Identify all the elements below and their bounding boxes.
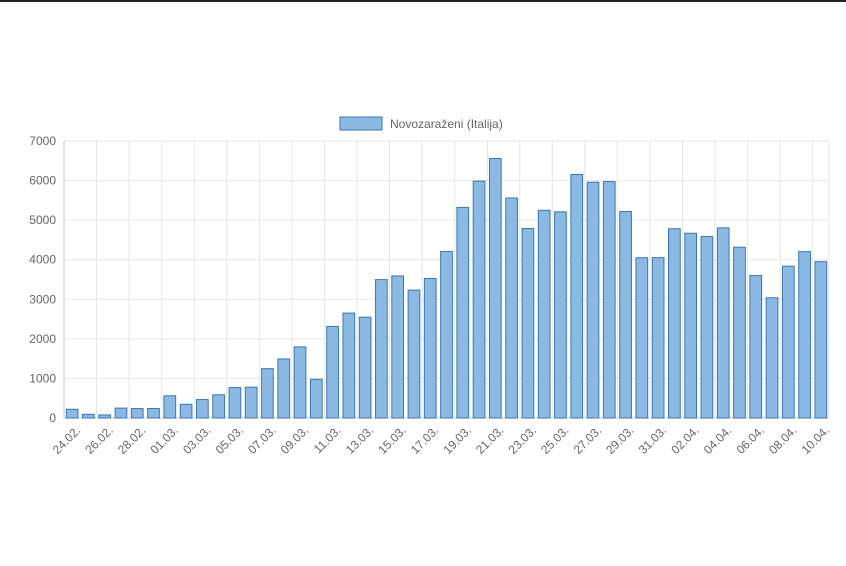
y-tick-label: 7000: [29, 134, 56, 148]
x-tick-label: 31.03.: [636, 423, 669, 456]
bar[interactable]: [98, 414, 112, 419]
bar[interactable]: [733, 246, 746, 419]
bar[interactable]: [407, 289, 421, 419]
bar[interactable]: [472, 180, 486, 419]
bar[interactable]: [375, 279, 388, 419]
bar[interactable]: [130, 408, 144, 419]
legend-swatch[interactable]: [339, 116, 383, 131]
bar[interactable]: [554, 211, 567, 419]
bar[interactable]: [391, 275, 405, 419]
x-tick-label: 11.03.: [311, 423, 344, 456]
y-tick-label: 1000: [29, 371, 56, 385]
bar[interactable]: [309, 378, 323, 419]
bar[interactable]: [212, 394, 225, 419]
y-tick-label: 2000: [29, 332, 56, 346]
y-tick-label: 0: [49, 411, 56, 425]
bar[interactable]: [293, 346, 307, 419]
x-tick-label: 26.02.: [82, 423, 115, 456]
x-tick-label: 08.04.: [766, 423, 799, 456]
bar[interactable]: [82, 413, 95, 419]
legend[interactable]: Novozaraženi (Italija): [339, 116, 503, 131]
x-tick-label: 27.03.: [571, 423, 604, 456]
bar[interactable]: [781, 265, 795, 419]
x-tick-label: 17.03.: [408, 423, 441, 456]
x-tick-label: 06.04.: [733, 423, 766, 456]
bar[interactable]: [586, 181, 600, 419]
x-tick-label: 09.03.: [278, 423, 311, 456]
bar[interactable]: [456, 206, 470, 419]
x-tick-label: 07.03.: [245, 423, 278, 456]
bar[interactable]: [326, 325, 339, 419]
bar[interactable]: [114, 407, 128, 419]
x-tick-label: 28.02.: [115, 423, 148, 456]
bar[interactable]: [179, 403, 193, 419]
x-tick-label: 04.04.: [701, 423, 734, 456]
bar[interactable]: [521, 227, 535, 419]
y-tick-label: 6000: [29, 174, 56, 188]
x-tick-label: 21.03.: [473, 423, 506, 456]
y-axis-ticks: 0 1000 2000 3000 4000 5000 6000 7000: [29, 134, 56, 425]
x-tick-label: 19.03.: [440, 423, 473, 456]
bars: [65, 158, 828, 419]
bar[interactable]: [147, 408, 160, 419]
x-tick-label: 05.03.: [213, 423, 246, 456]
y-tick-label: 5000: [29, 213, 56, 227]
bar[interactable]: [440, 251, 453, 419]
bar[interactable]: [668, 228, 681, 419]
bar[interactable]: [163, 395, 177, 419]
bar[interactable]: [651, 257, 665, 419]
legend-label[interactable]: Novozaraženi (Italija): [390, 117, 503, 131]
bar[interactable]: [602, 181, 616, 419]
bar[interactable]: [716, 227, 730, 419]
x-tick-label: 01.03.: [148, 423, 181, 456]
x-tick-label: 24.02.: [50, 423, 83, 456]
x-tick-label: 25.03.: [538, 423, 571, 456]
bar[interactable]: [423, 277, 437, 419]
bar[interactable]: [195, 399, 209, 419]
bar[interactable]: [684, 232, 698, 419]
bar[interactable]: [619, 211, 632, 419]
bar[interactable]: [814, 261, 828, 419]
bar[interactable]: [537, 209, 551, 419]
bar[interactable]: [65, 408, 79, 419]
bar[interactable]: [228, 387, 242, 419]
x-tick-label: 29.03.: [603, 423, 636, 456]
y-tick-label: 3000: [29, 292, 56, 306]
x-tick-label: 23.03.: [506, 423, 539, 456]
bar[interactable]: [505, 197, 518, 419]
bar[interactable]: [261, 368, 274, 419]
y-tick-label: 4000: [29, 253, 56, 267]
bar[interactable]: [244, 386, 258, 419]
bar[interactable]: [749, 275, 763, 419]
bar[interactable]: [700, 236, 714, 419]
x-tick-label: 02.04.: [668, 423, 701, 456]
top-border-line: [0, 0, 846, 2]
bar[interactable]: [635, 257, 649, 419]
x-tick-label: 03.03.: [180, 423, 213, 456]
x-axis-ticks: 24.02. 26.02. 28.02. 01.03. 03.03. 05.03. 07.0…: [50, 423, 832, 456]
bar[interactable]: [488, 158, 502, 419]
bar[interactable]: [342, 312, 356, 419]
bar[interactable]: [277, 358, 291, 419]
bar[interactable]: [358, 316, 372, 419]
x-tick-label: 13.03.: [343, 423, 376, 456]
x-tick-label: 10.04.: [799, 423, 832, 456]
bar[interactable]: [765, 297, 779, 419]
bar[interactable]: [798, 251, 811, 419]
bar[interactable]: [570, 174, 584, 419]
x-tick-label: 15.03.: [375, 423, 408, 456]
